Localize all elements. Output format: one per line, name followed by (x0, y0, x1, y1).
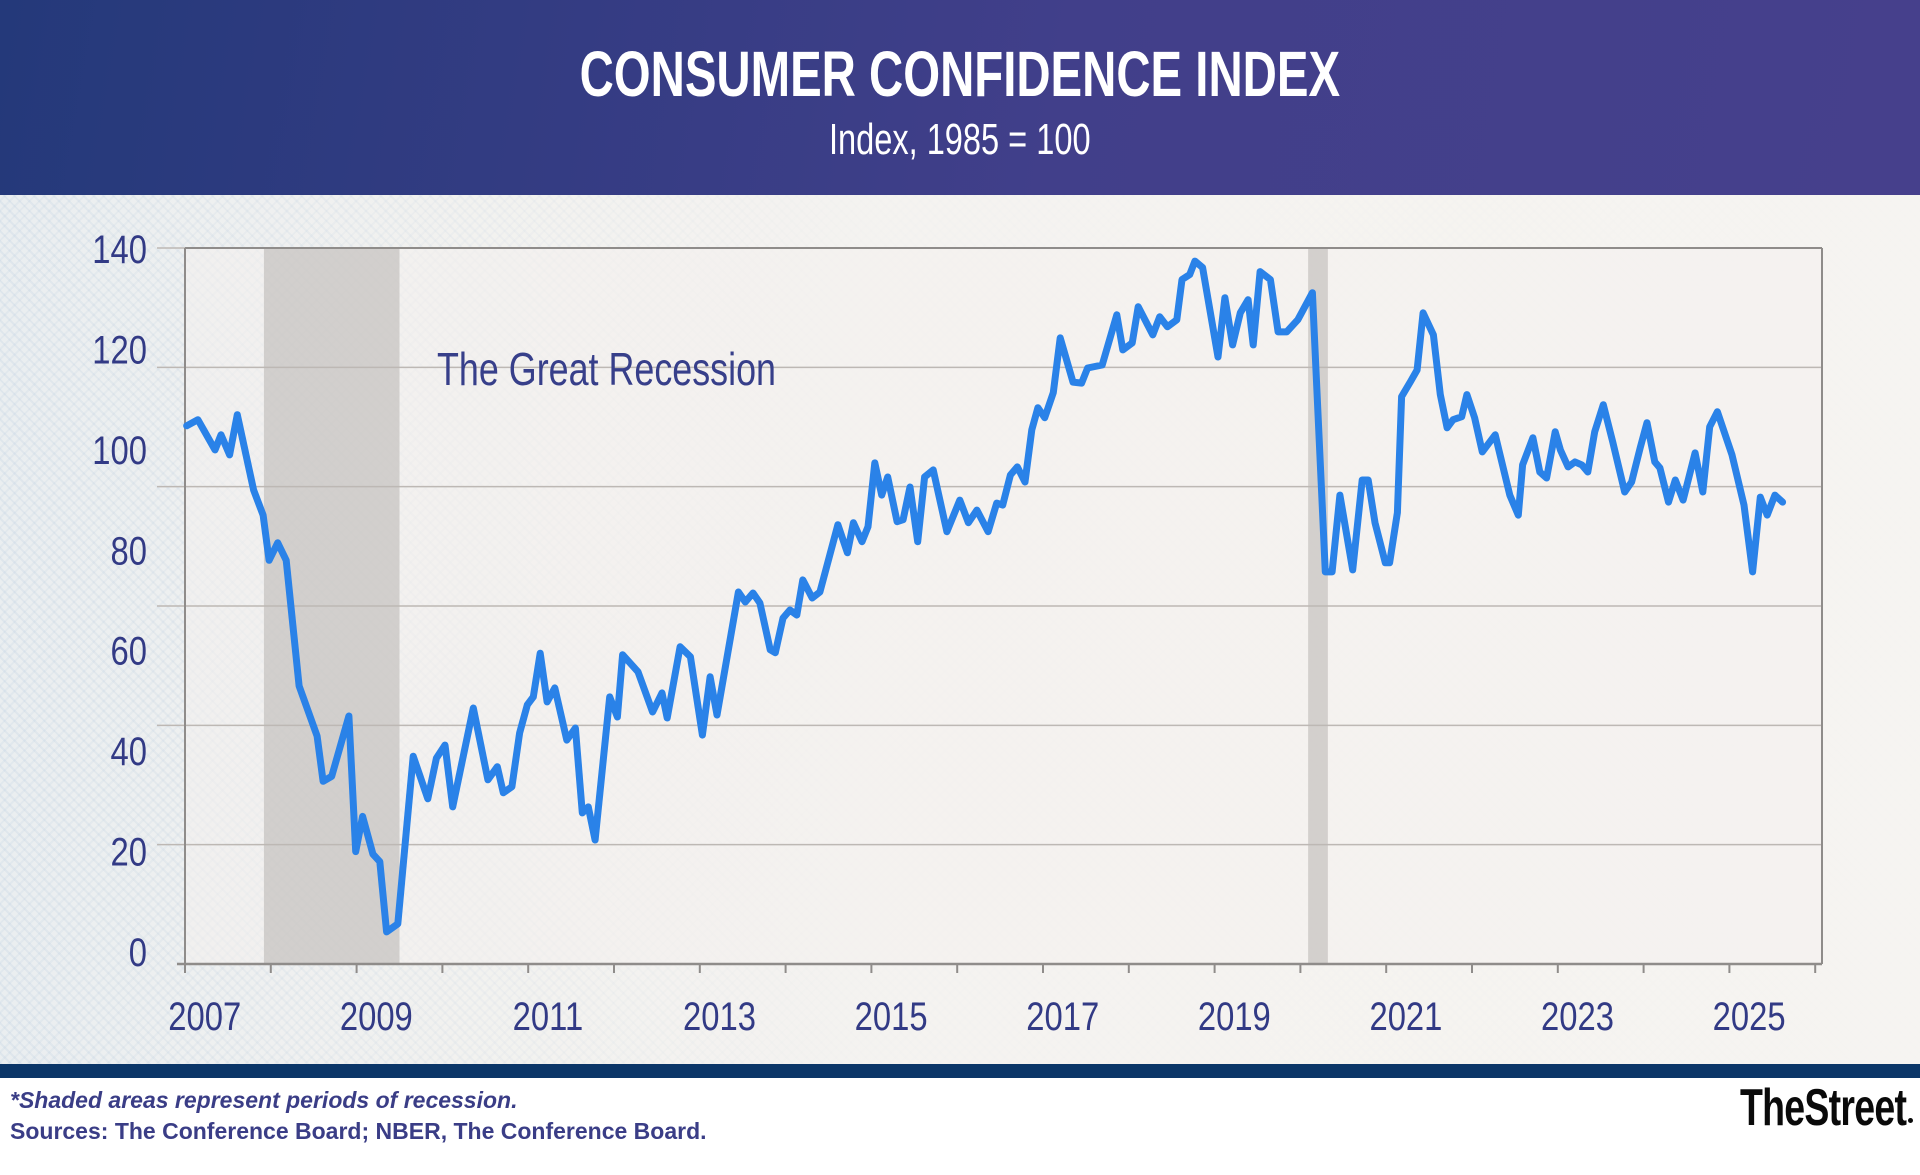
x-tick-label: 2013 (683, 994, 756, 1039)
footer-band (0, 1064, 1920, 1078)
y-tick-label: 60 (111, 629, 147, 674)
x-tick-label: 2009 (340, 994, 413, 1039)
x-tick-label: 2015 (855, 994, 928, 1039)
series (183, 257, 1787, 936)
chart-title: CONSUMER CONFIDENCE INDEX (0, 36, 1920, 112)
logo-text: TheStreet (1740, 1079, 1907, 1137)
y-tick-label: 20 (111, 829, 147, 874)
y-tick-label: 0 (129, 930, 147, 975)
chart-subtitle: Index, 1985 = 100 (0, 115, 1920, 165)
chart-title-text: CONSUMER CONFIDENCE INDEX (579, 38, 1341, 110)
x-tick-label: 2007 (168, 994, 241, 1039)
annotation-great-recession: The Great Recession (437, 344, 776, 395)
x-tick-label: 2025 (1713, 994, 1786, 1039)
x-tick-label: 2023 (1541, 994, 1614, 1039)
thestreet-logo: TheStreet (1740, 1082, 1920, 1134)
chart-header: CONSUMER CONFIDENCE INDEX Index, 1985 = … (0, 0, 1920, 195)
x-tick-label: 2019 (1198, 994, 1271, 1039)
gridlines (157, 247, 1822, 846)
y-tick-label: 120 (92, 327, 147, 372)
y-tick-label: 140 (92, 227, 147, 272)
x-tick-label: 2017 (1026, 994, 1099, 1039)
x-tick-label: 2011 (513, 994, 584, 1039)
series-line-consumer-confidence (183, 257, 1787, 936)
x-axis-tick-labels: 2007 2009 2011 2013 2015 2017 2019 2021 2023 2025 (168, 994, 1785, 1039)
x-tick-label: 2021 (1369, 994, 1442, 1039)
y-tick-label: 40 (111, 729, 147, 774)
chart-subtitle-text: Index, 1985 = 100 (829, 115, 1091, 164)
footnote-sources: Sources: The Conference Board; NBER, The… (10, 1118, 707, 1144)
logo-dot-icon (1908, 1118, 1913, 1123)
axes (177, 247, 1823, 973)
annotations: The Great Recession (437, 344, 776, 395)
y-axis-tick-labels: 0 20 40 60 80 100 120 140 (92, 227, 147, 975)
footnote-recession: *Shaded areas represent periods of reces… (10, 1087, 518, 1113)
y-tick-label: 80 (111, 528, 147, 573)
y-tick-label: 100 (92, 428, 147, 473)
